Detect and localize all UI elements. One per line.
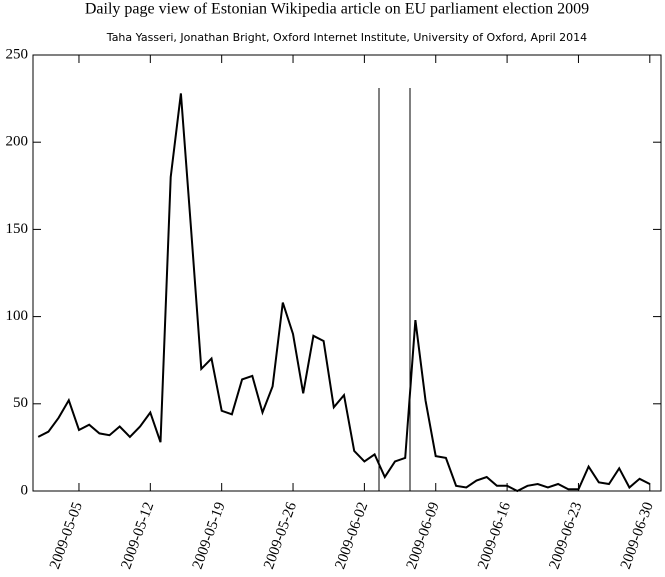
chart-title: Daily page view of Estonian Wikipedia ar… — [85, 1, 589, 18]
x-tick-label: 2009-05-26 — [261, 500, 300, 572]
x-tick-label: 2009-05-12 — [118, 500, 157, 571]
y-tick-label: 50 — [13, 395, 28, 411]
x-tick-label: 2009-06-16 — [475, 500, 514, 572]
data-line — [37, 93, 651, 493]
x-tick-label: 2009-06-09 — [404, 500, 443, 571]
y-tick-label: 250 — [6, 46, 29, 62]
y-tick-label: 100 — [6, 308, 29, 324]
chart-subtitle: Taha Yasseri, Jonathan Bright, Oxford In… — [106, 31, 587, 44]
x-tick-label: 2009-06-02 — [332, 500, 371, 571]
x-tick-label: 2009-05-05 — [47, 500, 86, 571]
y-tick-label: 150 — [6, 221, 29, 237]
x-tick-label: 2009-06-30 — [618, 500, 657, 571]
y-tick-label: 0 — [21, 482, 29, 498]
plot-frame — [32, 54, 662, 492]
y-tick-label: 200 — [6, 134, 29, 150]
x-tick-label: 2009-06-23 — [546, 500, 585, 571]
x-tick-label: 2009-05-19 — [190, 500, 229, 571]
